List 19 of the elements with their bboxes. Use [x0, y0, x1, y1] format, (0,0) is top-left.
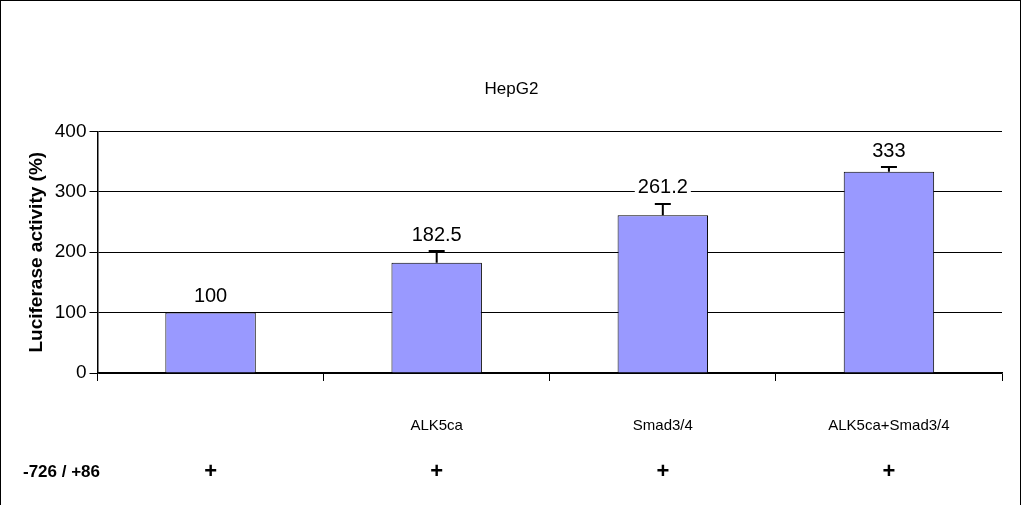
data-label: 100 [193, 284, 228, 307]
chart-title: HepG2 [484, 78, 539, 98]
y-tick-label: 100 [54, 300, 87, 322]
y-tick-label: 400 [54, 119, 87, 141]
x-tick-label: ALK5ca+Smad3/4 [828, 416, 950, 434]
x-tick-label: ALK5ca [410, 416, 464, 434]
y-tick-label: 0 [75, 361, 87, 383]
text: + [882, 458, 896, 484]
text: + [430, 458, 444, 484]
data-label: 333 [872, 138, 906, 161]
text: + [656, 458, 670, 484]
data-label: 182.5 [411, 222, 462, 245]
x-tick-label: Smad3/4 [632, 416, 693, 434]
y-tick-label: 300 [54, 180, 87, 202]
data-label: 261.2 [637, 175, 688, 198]
text: + [204, 458, 217, 484]
y-axis-title: Luciferase activity (%) [24, 151, 46, 353]
y-tick-label: 200 [54, 240, 87, 262]
text: -726 / +86 [23, 461, 101, 481]
